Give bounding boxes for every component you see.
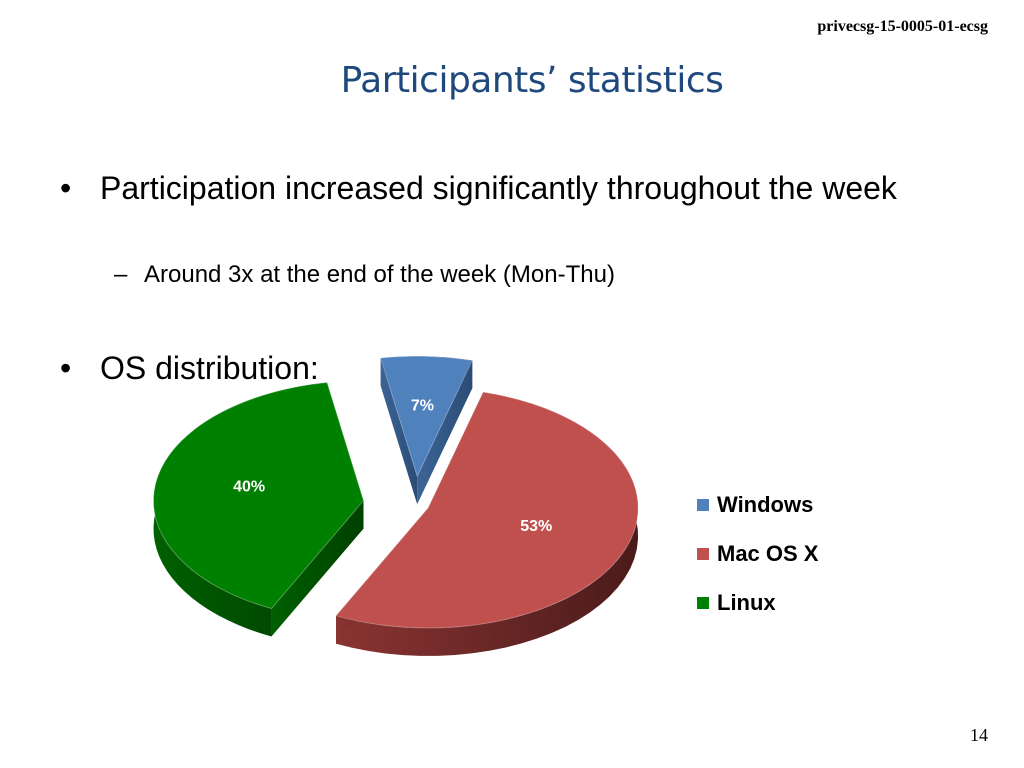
pie-label-mac-os-x: 53%: [520, 518, 552, 535]
pie-slice-wall-mac-os-x: [336, 507, 429, 644]
pie-slice-wall-mac-os-x: [428, 392, 484, 536]
pie-slice-wall-linux: [327, 382, 364, 529]
bullet-text: OS distribution:: [100, 350, 319, 386]
page-number: 14: [970, 725, 988, 745]
legend-item-windows: Windows: [697, 480, 818, 529]
pie-slice-mac-os-x: [335, 391, 639, 629]
pie-slice-side-linux: [153, 382, 328, 637]
slide-title: Participants’ statistics: [340, 60, 724, 101]
pie-slice-side-mac-os-x: [336, 392, 639, 656]
chart-legend: Windows Mac OS X Linux: [697, 480, 818, 627]
pie-slice-wall-windows: [380, 358, 418, 505]
sub-bullet-text: Around 3x at the end of the week (Mon-Th…: [144, 261, 615, 288]
legend-label: Mac OS X: [717, 540, 819, 566]
legend-label: Linux: [717, 589, 776, 615]
legend-item-linux: Linux: [697, 578, 818, 627]
pie-slice-wall-windows: [417, 360, 473, 505]
bullet-os-distribution: • OS distribution:: [60, 350, 319, 387]
pie-label-linux: 40%: [233, 478, 265, 495]
legend-swatch: [697, 498, 709, 511]
sub-bullet-growth: – Around 3x at the end of the week (Mon-…: [114, 261, 615, 289]
legend-swatch: [697, 596, 709, 609]
legend-item-mac: Mac OS X: [697, 529, 818, 578]
bullet-participation: • Participation increased significantly …: [60, 170, 897, 207]
pie-slice-side-windows: [380, 356, 473, 389]
pie-label-windows: 7%: [411, 397, 434, 414]
legend-label: Windows: [717, 491, 814, 517]
pie-slice-linux: [153, 381, 365, 610]
document-id: privecsg-15-0005-01-ecsg: [817, 18, 988, 35]
sub-bullet-marker: –: [114, 261, 128, 288]
pie-slice-windows: [380, 355, 473, 478]
bullet-marker: •: [60, 170, 72, 206]
bullet-text: Participation increased significantly th…: [100, 170, 897, 206]
pie-slice-wall-linux: [271, 500, 364, 637]
legend-swatch: [697, 547, 709, 560]
bullet-marker: •: [60, 350, 72, 386]
